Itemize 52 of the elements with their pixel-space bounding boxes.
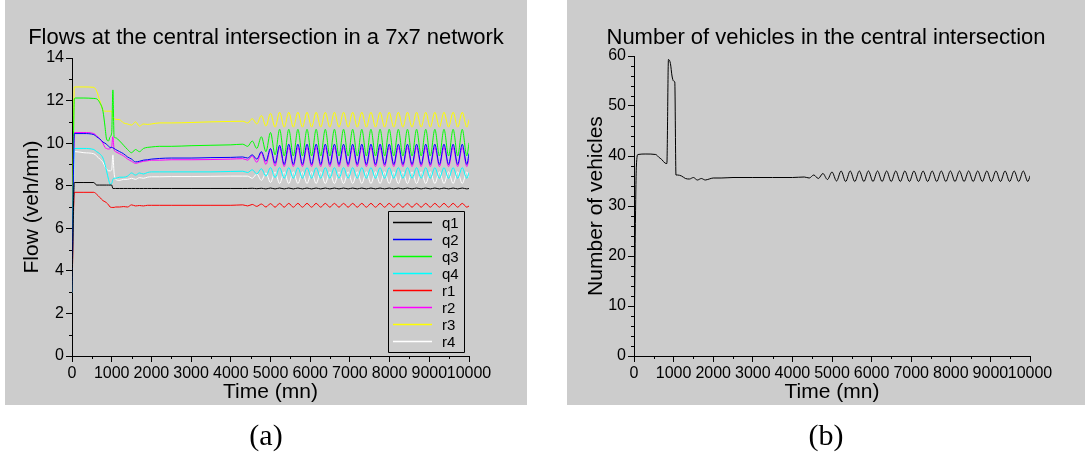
y-tick-label: 20 (608, 246, 627, 264)
y-axis-title: Number of vehicles (583, 116, 607, 296)
x-axis-title: Time (mn) (784, 379, 880, 403)
y-tick-label: 60 (608, 46, 627, 64)
y-tick-label: 2 (55, 303, 65, 321)
legend-label: r1 (442, 281, 456, 299)
y-tick-label: 40 (608, 146, 627, 164)
y-tick-label: 0 (617, 346, 627, 364)
legend-label: q1 (442, 213, 459, 231)
y-tick-label: 50 (608, 96, 627, 114)
x-tick-label: 4000 (774, 364, 811, 382)
text: (b) (808, 417, 844, 452)
y-tick-label: 8 (55, 176, 65, 194)
y-axis-title: Flow (veh/mn) (19, 140, 43, 274)
x-tick-label: 3000 (173, 364, 209, 382)
x-tick-label: 9000 (972, 364, 1009, 382)
legend-label: r4 (442, 332, 456, 350)
y-tick-label: 0 (55, 346, 65, 364)
x-tick-label: 10000 (446, 364, 492, 382)
y-tick-label: 6 (55, 218, 65, 236)
x-tick-label: 9000 (411, 364, 448, 382)
y-tick-label: 10 (46, 133, 65, 151)
x-tick-label: 0 (67, 364, 77, 382)
x-tick-label: 1000 (93, 364, 130, 382)
x-tick-label: 1000 (655, 364, 692, 382)
text: (a) (249, 417, 283, 452)
x-axis-title: Time (mn) (223, 379, 318, 403)
x-tick-label: 0 (629, 364, 639, 382)
x-tick-label: 8000 (933, 364, 969, 382)
legend-label: q4 (442, 264, 459, 282)
x-tick-label: 6000 (292, 364, 329, 382)
y-tick-label: 4 (55, 261, 65, 279)
x-tick-label: 5000 (252, 364, 289, 382)
x-tick-label: 7000 (332, 364, 368, 382)
y-tick-label: 10 (608, 296, 627, 314)
x-tick-label: 7000 (893, 364, 930, 382)
x-tick-label: 6000 (853, 364, 890, 382)
y-tick-label: 12 (46, 90, 65, 108)
legend-label: r3 (442, 315, 456, 333)
legend-label: r2 (442, 298, 456, 316)
x-tick-label: 5000 (814, 364, 850, 382)
x-tick-label: 10000 (1007, 364, 1053, 382)
legend-label: q3 (442, 247, 459, 265)
x-tick-label: 2000 (695, 364, 732, 382)
x-tick-label: 4000 (213, 364, 249, 382)
x-tick-label: 2000 (133, 364, 170, 382)
legend-label: q2 (442, 230, 459, 248)
x-tick-label: 3000 (735, 364, 771, 382)
x-tick-label: 8000 (371, 364, 408, 382)
chart-title: Flows at the central intersection in a 7x7 network (28, 24, 505, 50)
y-tick-label: 30 (608, 196, 627, 214)
y-tick-label: 14 (46, 48, 65, 66)
